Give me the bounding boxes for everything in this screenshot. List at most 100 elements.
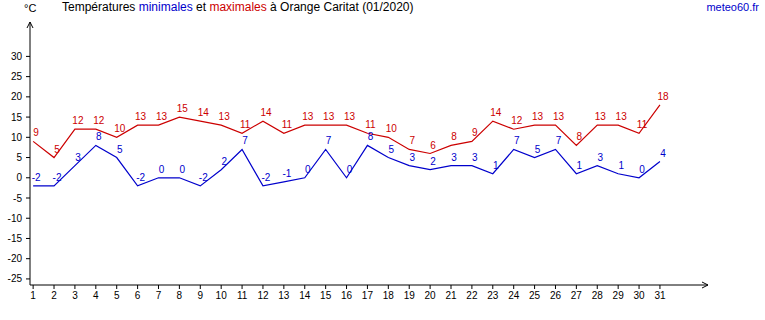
y-tick-label: -25 xyxy=(8,273,23,284)
data-label: 1 xyxy=(577,160,583,171)
x-tick xyxy=(283,285,284,289)
data-label: 13 xyxy=(323,111,335,122)
x-tick xyxy=(54,285,55,289)
y-tick xyxy=(26,218,30,219)
x-tick xyxy=(137,285,138,289)
x-tick-label: 20 xyxy=(425,290,437,301)
data-label: 0 xyxy=(180,164,186,175)
y-tick-label: 10 xyxy=(11,132,23,143)
data-label: 3 xyxy=(451,152,457,163)
x-tick-label: 9 xyxy=(198,290,204,301)
plot-area xyxy=(33,105,660,186)
y-tick-label: -5 xyxy=(13,193,22,204)
y-tick-label: 25 xyxy=(11,71,23,82)
y-tick xyxy=(26,96,30,97)
data-label: -2 xyxy=(199,172,208,183)
y-tick xyxy=(26,278,30,279)
data-label: 5 xyxy=(389,144,395,155)
x-tick-label: 30 xyxy=(633,290,645,301)
data-label: 3 xyxy=(409,152,415,163)
x-tick-label: 23 xyxy=(487,290,499,301)
y-tick-label: 15 xyxy=(11,112,23,123)
data-label: 13 xyxy=(135,111,147,122)
data-label: 14 xyxy=(260,107,272,118)
title-part: et xyxy=(193,0,210,14)
x-tick-label: 24 xyxy=(508,290,520,301)
data-label: 11 xyxy=(282,119,293,130)
x-tick-label: 8 xyxy=(177,290,183,301)
x-tick xyxy=(534,285,535,289)
title-part: à Orange Caritat (01/2020) xyxy=(267,0,414,14)
x-tick xyxy=(346,285,347,289)
data-label: 9 xyxy=(472,127,478,138)
y-tick xyxy=(26,56,30,57)
x-tick-label: 3 xyxy=(72,290,78,301)
x-tick xyxy=(513,285,514,289)
data-label: 8 xyxy=(96,131,102,142)
title-part: minimales xyxy=(139,0,193,14)
data-label: 2 xyxy=(430,156,436,167)
data-label: 0 xyxy=(347,164,353,175)
x-tick xyxy=(639,285,640,289)
data-label: 15 xyxy=(177,103,189,114)
data-label: -2 xyxy=(262,172,271,183)
y-tick xyxy=(26,258,30,259)
data-label: 5 xyxy=(535,144,541,155)
data-label: -1 xyxy=(282,168,291,179)
x-tick xyxy=(179,285,180,289)
x-tick xyxy=(471,285,472,289)
x-tick xyxy=(430,285,431,289)
data-label: 6 xyxy=(430,140,436,151)
x-tick-label: 31 xyxy=(654,290,666,301)
data-label: -2 xyxy=(136,172,145,183)
x-tick xyxy=(304,285,305,289)
data-label: 13 xyxy=(219,111,231,122)
x-tick-label: 29 xyxy=(613,290,625,301)
data-label: 2 xyxy=(221,156,227,167)
x-tick xyxy=(95,285,96,289)
y-axis xyxy=(30,22,31,285)
data-label: 13 xyxy=(156,111,168,122)
title: Températures minimales et maximales à Or… xyxy=(62,0,414,14)
x-tick-label: 15 xyxy=(320,290,332,301)
x-tick xyxy=(242,285,243,289)
x-tick xyxy=(409,285,410,289)
chart: Températures minimales et maximales à Or… xyxy=(0,0,765,320)
source: meteo60.fr xyxy=(706,1,759,13)
x-tick-label: 14 xyxy=(299,290,311,301)
x-tick-label: 11 xyxy=(237,290,248,301)
data-label: 13 xyxy=(302,111,314,122)
y-tick xyxy=(26,137,30,138)
data-label: 10 xyxy=(114,123,126,134)
x-tick-label: 19 xyxy=(404,290,416,301)
title-part: maximales xyxy=(209,0,266,14)
x-tick xyxy=(576,285,577,289)
data-label: 18 xyxy=(657,91,669,102)
data-label: 1 xyxy=(618,160,624,171)
x-tick-label: 22 xyxy=(466,290,478,301)
y-tick xyxy=(26,177,30,178)
x-tick-label: 17 xyxy=(362,290,374,301)
y-tick xyxy=(26,117,30,118)
y-tick-label: 5 xyxy=(16,152,22,163)
data-label: 5 xyxy=(117,144,123,155)
data-label: 10 xyxy=(386,123,398,134)
x-tick-label: 5 xyxy=(114,290,120,301)
x-tick xyxy=(325,285,326,289)
y-tick-label: 20 xyxy=(11,91,23,102)
y-tick xyxy=(26,198,30,199)
x-tick xyxy=(618,285,619,289)
data-label: 13 xyxy=(616,111,628,122)
data-label: 9 xyxy=(33,127,39,138)
data-label: 7 xyxy=(326,135,332,146)
data-label: 7 xyxy=(514,135,520,146)
x-tick-label: 13 xyxy=(278,290,290,301)
x-tick-label: 10 xyxy=(216,290,228,301)
data-label: 3 xyxy=(597,152,603,163)
data-label: 13 xyxy=(595,111,607,122)
data-label: 8 xyxy=(577,131,583,142)
data-label: -2 xyxy=(53,172,62,183)
data-label: 3 xyxy=(472,152,478,163)
x-tick xyxy=(33,285,34,289)
x-axis-arrow xyxy=(702,282,708,288)
